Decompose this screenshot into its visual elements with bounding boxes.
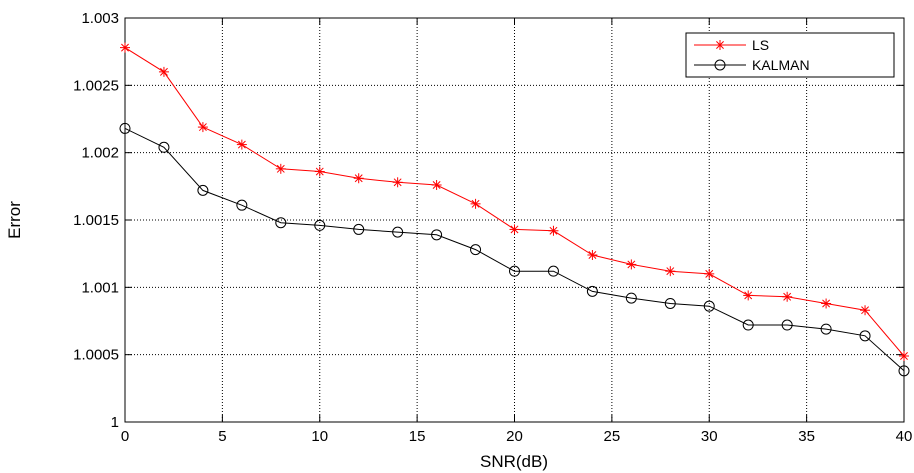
x-tick-label: 30 xyxy=(701,428,718,445)
asterisk-stroke xyxy=(471,199,480,208)
ls-data-point xyxy=(236,139,247,150)
asterisk-stroke xyxy=(549,226,558,235)
asterisk-stroke xyxy=(276,164,285,173)
ls-data-point xyxy=(548,225,559,236)
kalman-series-line xyxy=(124,127,905,372)
asterisk-stroke xyxy=(666,267,675,276)
ls-data-point xyxy=(509,224,520,235)
x-tick-label: 5 xyxy=(218,428,226,445)
kalman-data-point xyxy=(586,285,598,297)
y-axis-label: Error xyxy=(5,201,24,239)
ls-data-point xyxy=(899,351,909,362)
kalman-data-point xyxy=(820,323,832,335)
series-group xyxy=(119,42,910,377)
ls-data-point xyxy=(470,198,481,209)
kalman-data-point xyxy=(509,265,520,277)
x-tick-label: 10 xyxy=(311,428,328,445)
kalman-data-point xyxy=(236,199,248,211)
asterisk-stroke xyxy=(783,292,792,301)
y-tick-label: 1.0025 xyxy=(73,77,119,94)
legend-ls-label: LS xyxy=(752,37,769,53)
ls-data-point xyxy=(743,290,754,301)
kalman-data-point xyxy=(392,226,404,238)
y-tick-label: 1.0015 xyxy=(73,212,119,229)
ls-series xyxy=(120,42,909,362)
kalman-data-point xyxy=(353,223,365,235)
asterisk-stroke xyxy=(716,41,724,49)
asterisk-stroke xyxy=(510,225,519,234)
kalman-data-point xyxy=(664,297,676,309)
kalman-data-point xyxy=(547,265,559,277)
asterisk-stroke xyxy=(121,43,129,52)
ls-data-point xyxy=(704,268,715,279)
ls-data-point xyxy=(782,291,793,302)
asterisk-stroke xyxy=(822,299,831,308)
ls-data-point xyxy=(860,305,871,316)
kalman-data-point xyxy=(197,184,209,196)
asterisk-stroke xyxy=(705,269,714,278)
ls-data-point xyxy=(392,177,403,188)
x-tick-label: 25 xyxy=(604,428,621,445)
y-tick-label: 1.001 xyxy=(81,279,119,296)
kalman-data-point xyxy=(431,229,443,241)
kalman-data-point xyxy=(898,365,910,377)
kalman-data-point xyxy=(158,141,170,153)
ls-data-point xyxy=(587,250,598,261)
ls-data-point xyxy=(665,266,676,277)
ls-data-point xyxy=(821,298,832,309)
asterisk-stroke xyxy=(861,306,870,315)
asterisk-stroke xyxy=(354,174,363,183)
asterisk-stroke xyxy=(627,260,636,269)
legend-ls-marker xyxy=(715,40,725,50)
ls-data-point xyxy=(275,163,286,174)
legend: LS KALMAN xyxy=(685,32,895,78)
y-tick-label: 1 xyxy=(111,414,119,431)
asterisk-stroke xyxy=(588,251,597,259)
axis-ticks: 0 5 10 15 20 25 30 35 40 1 1.0005 1.001 1.0015 1.002 1… xyxy=(73,10,912,445)
x-axis-label: SNR(dB) xyxy=(480,452,548,471)
legend-kalman-label: KALMAN xyxy=(752,57,810,73)
legend-kalman-marker xyxy=(714,59,726,71)
x-tick-label: 20 xyxy=(506,428,523,445)
asterisk-stroke xyxy=(237,140,246,149)
kalman-data-point xyxy=(742,319,754,331)
ls-data-point xyxy=(626,259,637,270)
asterisk-stroke xyxy=(315,167,324,176)
asterisk-stroke xyxy=(900,352,908,360)
asterisk-stroke xyxy=(744,291,753,300)
kalman-data-point xyxy=(119,122,131,134)
kalman-data-point xyxy=(781,319,793,331)
x-tick-label: 35 xyxy=(798,428,815,445)
ls-data-point xyxy=(120,42,130,53)
y-tick-label: 1.003 xyxy=(81,10,119,27)
kalman-data-point xyxy=(859,330,871,342)
kalman-series xyxy=(119,122,910,377)
kalman-data-point xyxy=(703,300,715,312)
ls-data-point xyxy=(353,173,364,184)
ls-data-point xyxy=(197,122,208,133)
x-tick-label: 0 xyxy=(121,428,129,445)
asterisk-stroke xyxy=(432,181,441,189)
kalman-data-point xyxy=(314,219,326,231)
ls-data-point xyxy=(431,179,442,190)
asterisk-stroke xyxy=(198,123,207,132)
y-tick-label: 1.0005 xyxy=(73,347,119,364)
ls-data-point xyxy=(314,166,325,177)
y-tick-label: 1.002 xyxy=(81,145,119,162)
asterisk-stroke xyxy=(393,178,402,187)
ls-data-point xyxy=(158,66,169,77)
asterisk-stroke xyxy=(159,67,168,76)
x-tick-label: 40 xyxy=(896,428,913,445)
kalman-data-point xyxy=(275,217,287,229)
kalman-data-point xyxy=(470,244,482,256)
kalman-data-point xyxy=(625,292,637,304)
x-tick-label: 15 xyxy=(409,428,426,445)
